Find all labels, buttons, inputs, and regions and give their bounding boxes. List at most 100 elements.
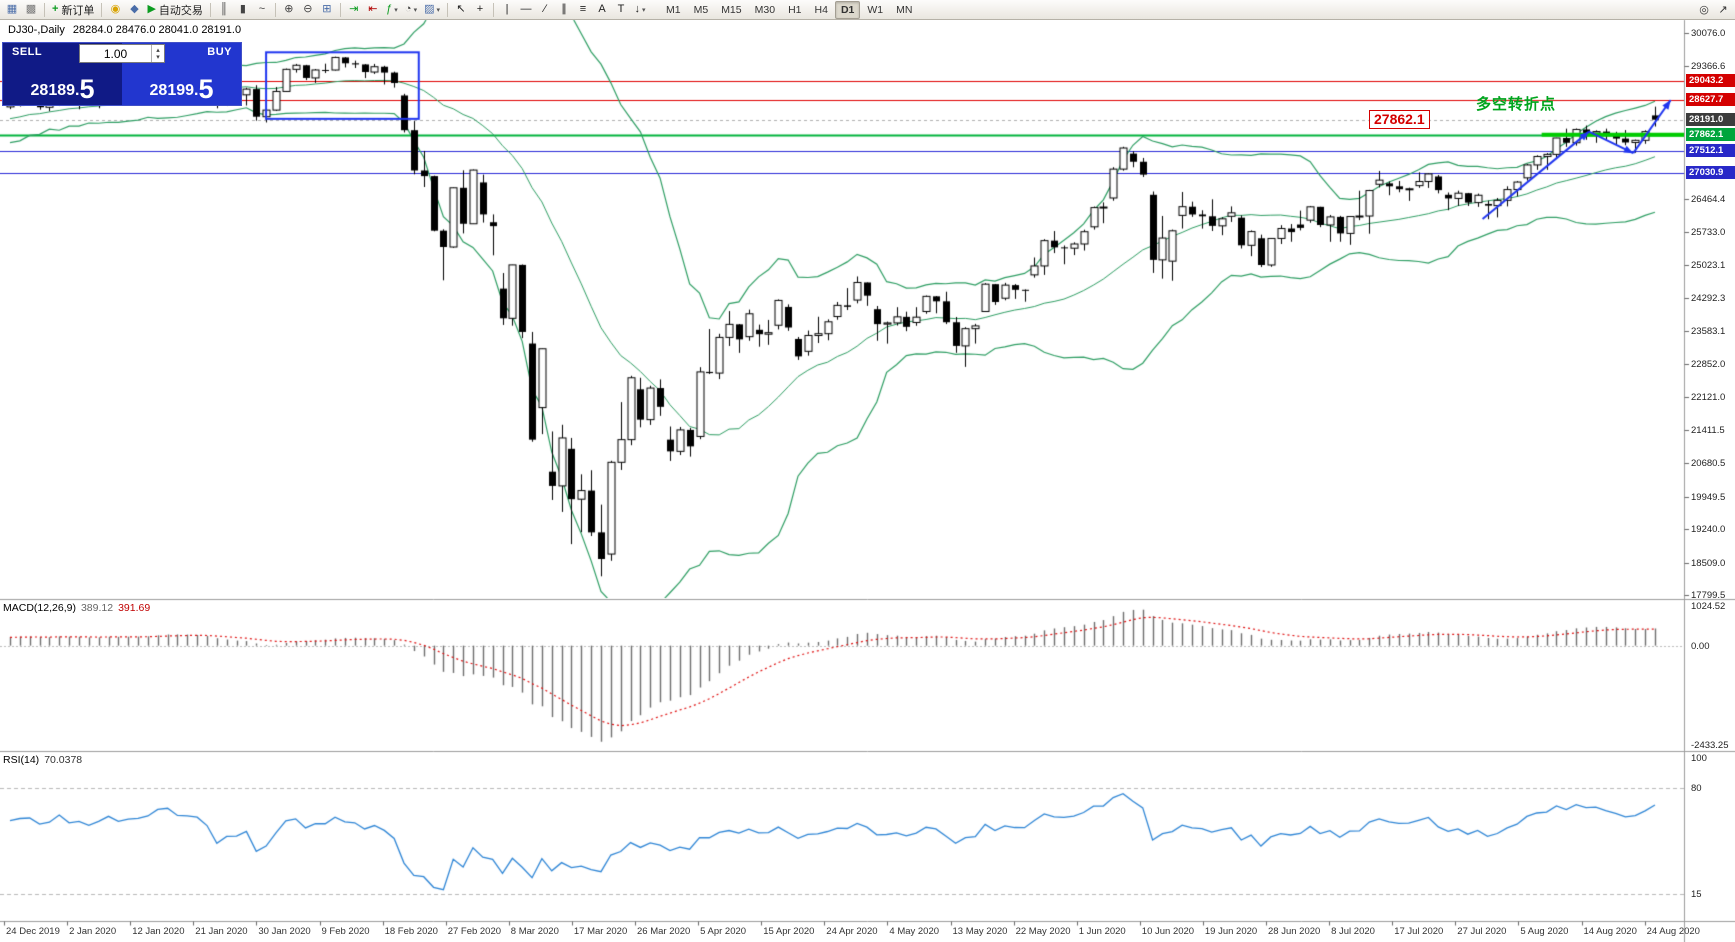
- time-axis-label: 13 May 2020: [952, 926, 1008, 937]
- sell-price: 28189.5: [30, 74, 95, 104]
- tile-windows-icon[interactable]: ⊞: [318, 1, 336, 19]
- macd-main-value: 389.12: [80, 602, 114, 614]
- time-axis-label: 19 Jun 2020: [1204, 926, 1258, 937]
- toolbar: ▦ ▩ + 新订单 ◉ ◆ ▶ 自动交易 ║ ▮ ~ ⊕ ⊖ ⊞ ⇥ ⇤ ƒ ▾ ◔ ▾ ▨ ▾ ↖ + | ― ∕ ∥ ≡ A T ↓ ▾ M1…: [0, 0, 1735, 20]
- arrows-icon[interactable]: ↓ ▾: [631, 1, 649, 19]
- fibonacci-icon-glyph: ≡: [579, 3, 587, 15]
- new-order-button-glyph: +: [52, 3, 59, 15]
- candlestick-chart-icon[interactable]: ▮: [234, 1, 252, 19]
- horizontal-line-icon[interactable]: ―: [517, 1, 535, 19]
- sell-label: SELL: [12, 46, 43, 58]
- zoom-out-icon-glyph: ⊖: [303, 3, 313, 15]
- auto-trading-button-label: 自动交易: [158, 4, 203, 17]
- channel-icon[interactable]: ∥: [555, 1, 573, 19]
- auto-trading-button[interactable]: ▶ 自动交易: [144, 1, 205, 19]
- bar-chart-icon[interactable]: ║: [215, 1, 233, 19]
- toolbar-separator: [447, 2, 448, 17]
- trendline-icon[interactable]: ∕: [536, 1, 554, 19]
- price-axis-tag: 27862.1: [1686, 128, 1735, 142]
- zoom-in-icon-glyph: ⊕: [284, 3, 294, 15]
- line-chart-icon[interactable]: ~: [253, 1, 271, 19]
- pointer-mode-icon[interactable]: ↗: [1718, 4, 1728, 16]
- time-axis-label: 12 Jan 2020: [132, 926, 185, 937]
- timeframe-h4[interactable]: H4: [814, 3, 828, 16]
- profiles-icon-glyph: ▩: [25, 3, 37, 15]
- zoom-out-icon[interactable]: ⊖: [299, 1, 317, 19]
- volume-input[interactable]: 1.00 ▴ ▾: [79, 44, 165, 63]
- price-axis-tag: 27512.1: [1686, 144, 1735, 158]
- timeframe-m1[interactable]: M1: [666, 3, 681, 16]
- crosshair-icon[interactable]: +: [471, 1, 489, 19]
- time-axis-label: 17 Mar 2020: [573, 926, 628, 937]
- time-axis-label: 28 Jun 2020: [1268, 926, 1321, 937]
- periods-icon-glyph: ◔: [404, 3, 412, 15]
- price-axis-label: 17799.5: [1691, 590, 1726, 602]
- crosshair-icon-glyph: +: [476, 3, 484, 15]
- timeframe-m30[interactable]: M30: [754, 3, 776, 16]
- profiles-icon[interactable]: ▩: [22, 1, 40, 19]
- time-axis-label: 1 Jun 2020: [1078, 926, 1126, 937]
- price-axis-label: 24292.3: [1691, 293, 1726, 305]
- timeframe-w1[interactable]: W1: [867, 3, 884, 16]
- volume-spinner[interactable]: ▴ ▾: [151, 45, 164, 62]
- templates-icon[interactable]: ▨ ▾: [421, 1, 443, 19]
- rsi-indicator-label: RSI(14) 70.0378: [3, 754, 82, 766]
- toolbar-separator: [101, 2, 103, 17]
- price-axis-label: 25023.1: [1691, 259, 1726, 271]
- rsi-pane-splitter[interactable]: [0, 749, 1735, 754]
- text-label-icon[interactable]: T: [612, 1, 630, 19]
- channel-icon-glyph: ∥: [561, 3, 567, 15]
- price-axis-label: 21411.5: [1691, 424, 1725, 436]
- search-icon[interactable]: ◎: [1699, 4, 1709, 16]
- auto-scroll-icon-glyph: ⇥: [349, 3, 359, 15]
- time-axis-label: 24 Aug 2020: [1646, 926, 1700, 937]
- time-axis-label: 24 Dec 2019: [6, 926, 60, 937]
- price-axis-label: 22121.0: [1691, 392, 1726, 404]
- price-level-callout[interactable]: 27862.1: [1369, 110, 1430, 129]
- rsi-name: RSI(14): [3, 754, 40, 766]
- time-axis-label: 27 Jul 2020: [1457, 926, 1507, 937]
- chart-shift-icon[interactable]: ⇤: [364, 1, 382, 19]
- fibonacci-icon[interactable]: ≡: [574, 1, 592, 19]
- price-axis-label: 25733.0: [1691, 227, 1726, 239]
- market-watch-icon[interactable]: ◆: [125, 1, 143, 19]
- time-axis-label: 10 Jun 2020: [1141, 926, 1195, 937]
- time-axis-label: 24 Apr 2020: [826, 926, 878, 937]
- vertical-line-icon[interactable]: |: [498, 1, 516, 19]
- price-axis-tag: 29043.2: [1686, 74, 1735, 88]
- turning-point-annotation[interactable]: 多空转折点: [1476, 96, 1557, 113]
- toolbar-separator: [274, 2, 276, 17]
- timeframe-m15[interactable]: M15: [721, 3, 742, 16]
- alerts-icon[interactable]: ◉: [106, 1, 124, 19]
- dropdown-caret-icon: ▾: [394, 6, 398, 14]
- zoom-in-icon[interactable]: ⊕: [280, 1, 298, 19]
- new-chart-icon[interactable]: ▦: [3, 1, 21, 19]
- cursor-icon[interactable]: ↖: [452, 1, 470, 19]
- timeframe-m5[interactable]: M5: [693, 3, 709, 16]
- toolbar-separator: [209, 2, 211, 17]
- vertical-line-icon-glyph: |: [505, 3, 509, 15]
- indicators-icon[interactable]: ƒ ▾: [383, 1, 401, 19]
- periods-icon[interactable]: ◔ ▾: [402, 1, 420, 19]
- market-watch-icon-glyph: ◆: [130, 3, 139, 15]
- timeframe-h1[interactable]: H1: [788, 3, 802, 16]
- price-axis-label: 22852.0: [1691, 359, 1726, 371]
- timeframe-d1[interactable]: D1: [834, 0, 861, 19]
- timeframe-group: M1 M5 M15 M30 H1 H4 D1 W1 MN: [660, 0, 918, 19]
- toolbar-separator: [339, 2, 341, 17]
- timeframe-mn[interactable]: MN: [896, 3, 913, 16]
- new-order-button[interactable]: + 新订单: [49, 1, 97, 19]
- new-chart-icon-glyph: ▦: [6, 3, 18, 15]
- price-axis-label: 18509.0: [1691, 557, 1726, 569]
- volume-value: 1.00: [103, 46, 128, 61]
- toolbar-separator: [493, 2, 494, 17]
- macd-indicator-label: MACD(12,26,9) 389.12 391.69: [3, 602, 150, 614]
- arrows-icon-glyph: ↓: [634, 3, 640, 15]
- macd-pane-splitter[interactable]: [0, 597, 1735, 602]
- text-icon[interactable]: A: [593, 1, 611, 19]
- auto-scroll-icon[interactable]: ⇥: [345, 1, 363, 19]
- macd-scale-label: 1024.52: [1691, 601, 1726, 612]
